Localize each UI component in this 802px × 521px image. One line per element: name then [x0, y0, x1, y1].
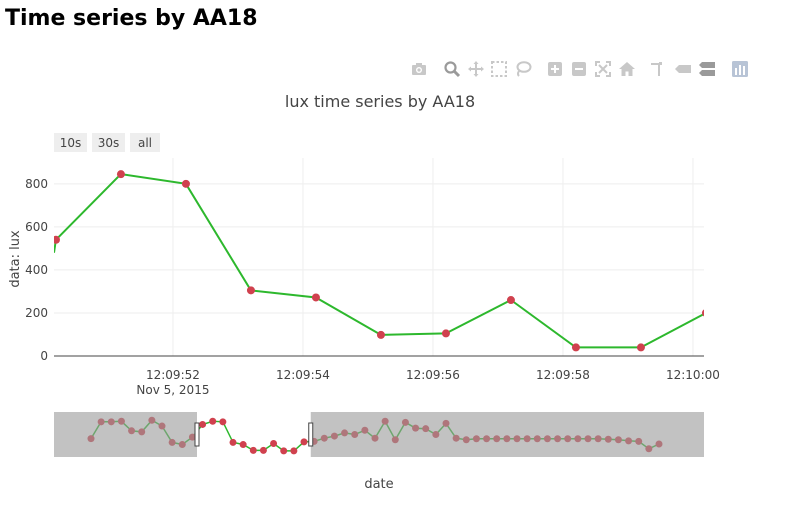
data-point[interactable] — [701, 309, 710, 317]
data-point[interactable] — [441, 329, 450, 338]
range-slider-mask-right — [310, 412, 704, 457]
zoom-icon[interactable] — [443, 60, 461, 78]
range-button-all[interactable]: all — [130, 133, 160, 152]
range-button-label: 30s — [98, 136, 120, 150]
range-slider-mask-left — [54, 412, 197, 457]
range-slider-point — [219, 418, 227, 426]
y-tick-label: 0 — [40, 349, 48, 363]
range-slider-point — [300, 438, 308, 446]
y-axis-title: data: lux — [8, 230, 23, 288]
hover-compare-icon[interactable] — [698, 60, 716, 78]
lasso-select-icon[interactable] — [514, 60, 532, 78]
range-button-bg — [54, 133, 87, 152]
x-gridlines — [172, 158, 694, 356]
x-tick-label: 12:09:52 — [146, 368, 200, 382]
data-point[interactable] — [311, 293, 320, 302]
page-title: Time series by AA18 — [5, 6, 258, 31]
y-gridlines — [54, 183, 704, 314]
chart-title: lux time series by AA18 — [285, 92, 475, 111]
x-tick-date-label: Nov 5, 2015 — [136, 383, 209, 397]
x-tick-label: 12:09:58 — [536, 368, 590, 382]
x-tick-label: 12:09:54 — [276, 368, 330, 382]
hover-closest-icon[interactable] — [674, 60, 692, 78]
modebar — [408, 58, 753, 80]
data-point[interactable] — [181, 179, 190, 188]
range-button-label: 10s — [60, 136, 82, 150]
data-point[interactable] — [52, 235, 60, 244]
data-point[interactable] — [246, 286, 255, 295]
range-slider-point — [280, 447, 288, 455]
range-button-bg — [130, 133, 160, 152]
range-slider-point — [290, 447, 298, 455]
plotly-logo-icon[interactable] — [731, 60, 749, 78]
x-axis-title: date — [364, 477, 393, 492]
range-slider-handle-right[interactable] — [308, 422, 314, 447]
zoom-out-icon[interactable] — [570, 60, 588, 78]
range-slider-point — [239, 441, 247, 449]
range-slider-handle-left[interactable] — [194, 422, 200, 447]
range-slider-point — [229, 438, 237, 446]
range-slider-point — [209, 417, 217, 425]
data-point[interactable] — [116, 170, 125, 179]
range-slider-point — [199, 420, 207, 428]
range-slider-point — [270, 439, 278, 447]
x-tick-label: 12:10:00 — [666, 368, 720, 382]
data-point[interactable] — [571, 343, 580, 352]
spike-lines-icon[interactable] — [648, 60, 666, 78]
y-tick-label: 200 — [25, 306, 48, 320]
range-button-30s[interactable]: 30s — [92, 133, 125, 152]
reset-axes-icon[interactable] — [618, 60, 636, 78]
range-slider-point — [249, 446, 257, 454]
autoscale-icon[interactable] — [594, 60, 612, 78]
pan-icon[interactable] — [467, 60, 485, 78]
y-tick-label: 400 — [25, 263, 48, 277]
x-tick-label: 12:09:56 — [406, 368, 460, 382]
data-point[interactable] — [376, 330, 385, 339]
range-slider[interactable] — [54, 412, 704, 457]
range-selector: 10s 30s all — [54, 133, 160, 152]
range-button-bg — [92, 133, 125, 152]
range-button-label: all — [138, 136, 152, 150]
y-tick-label: 800 — [25, 177, 48, 191]
camera-icon[interactable] — [410, 60, 428, 78]
range-slider-point — [259, 446, 267, 454]
y-tick-labels: 0 200 400 600 800 — [25, 177, 48, 363]
range-button-10s[interactable]: 10s — [54, 133, 87, 152]
series-line — [54, 173, 704, 349]
zoom-in-icon[interactable] — [546, 60, 564, 78]
box-select-icon[interactable] — [490, 60, 508, 78]
data-point[interactable] — [636, 343, 645, 352]
y-tick-label: 600 — [25, 220, 48, 234]
data-point[interactable] — [506, 296, 515, 305]
series-markers — [52, 170, 710, 352]
